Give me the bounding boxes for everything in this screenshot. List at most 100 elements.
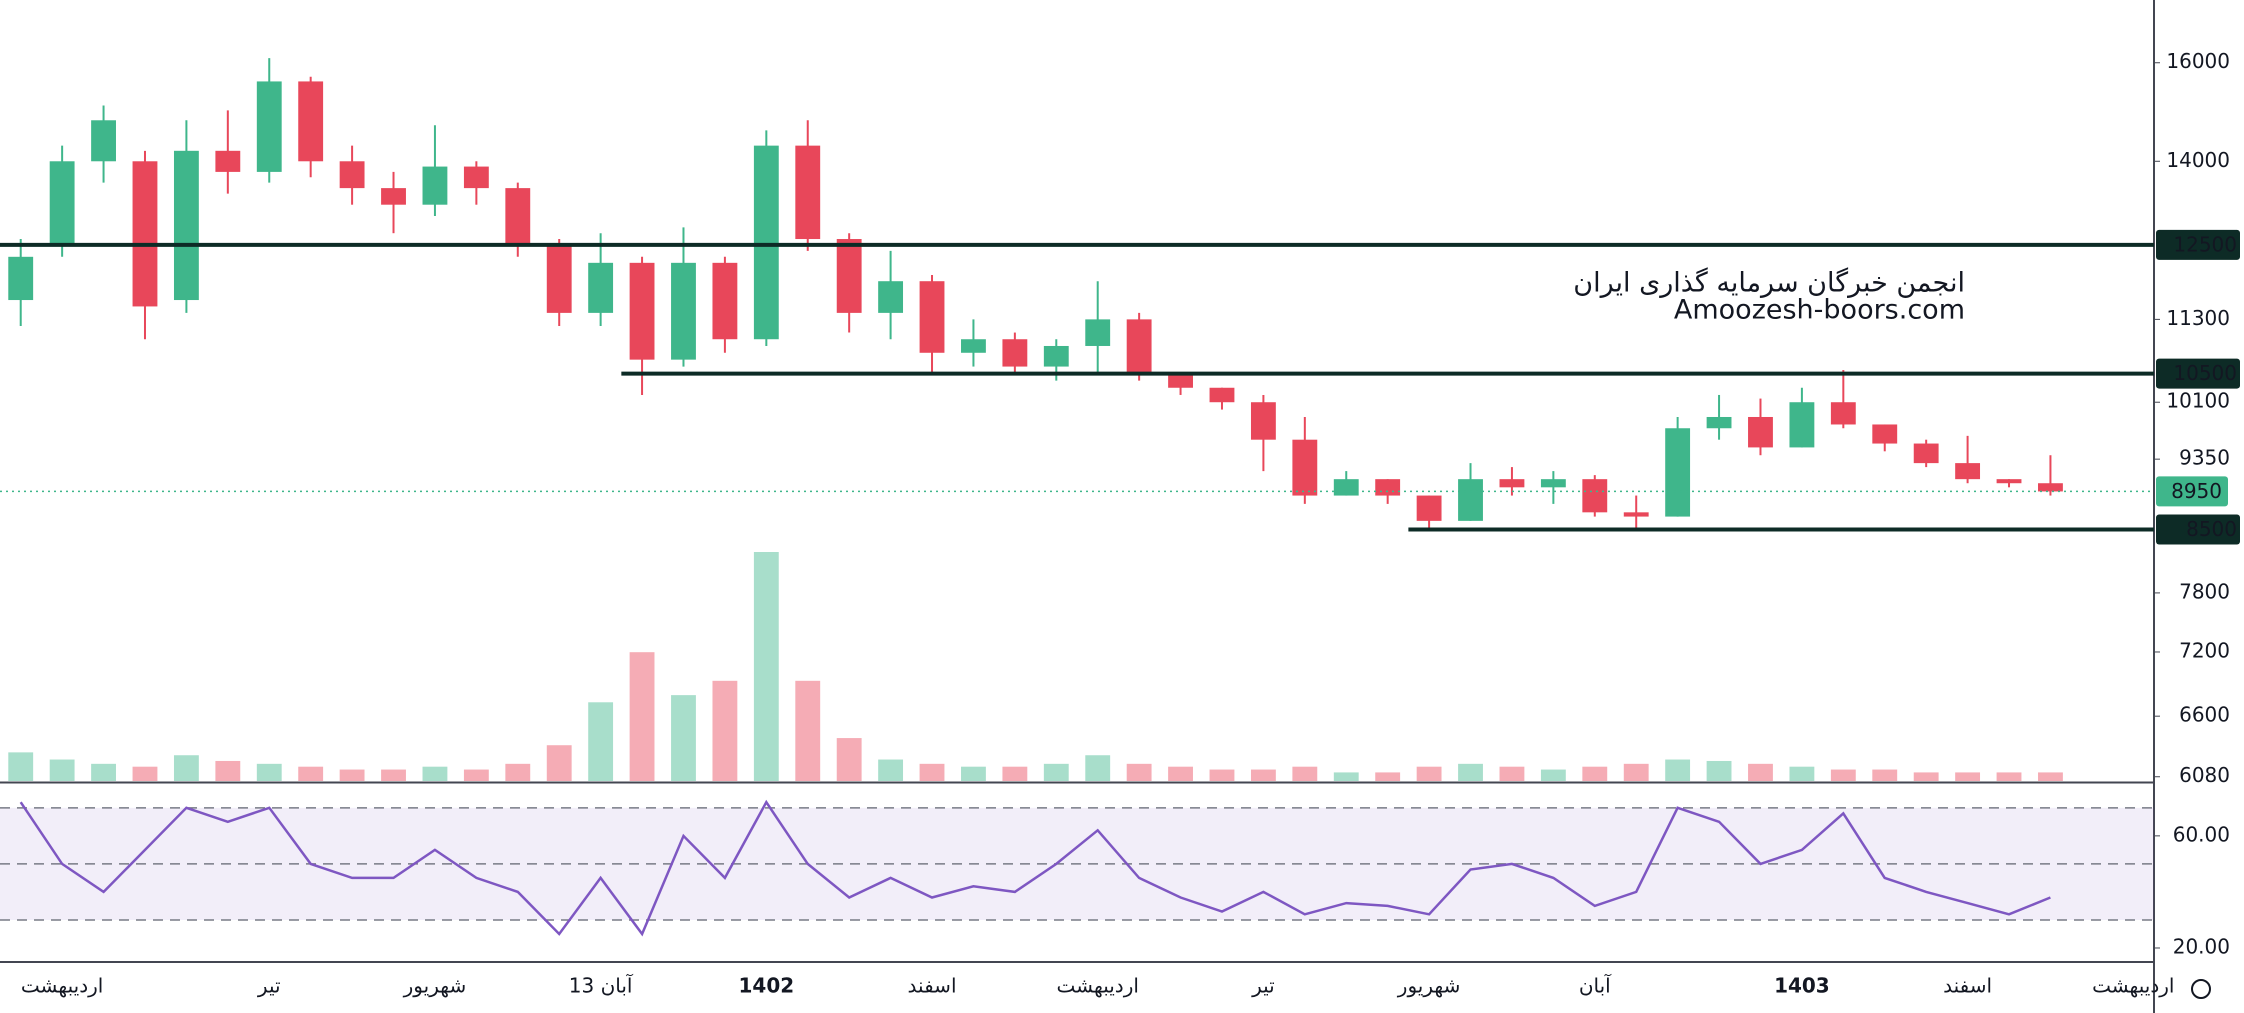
price-label: 10500 [2173, 361, 2237, 385]
volume-bar [1623, 763, 1649, 781]
volume-bar [629, 652, 655, 781]
candle-body [173, 150, 199, 301]
y-tick-label: 7800 [2179, 579, 2230, 603]
x-tick-label: اسفند [1943, 974, 1992, 998]
candle-body [1333, 479, 1359, 496]
candle-body [8, 256, 34, 301]
y-tick-label: 7200 [2179, 638, 2230, 662]
volume-bar [919, 763, 945, 781]
volume-bar [1872, 769, 1898, 781]
candle-body [629, 262, 655, 360]
x-tick-label: شهریور [1397, 974, 1461, 998]
volume-bar [878, 759, 904, 781]
x-tick-label: تیر [1251, 974, 1275, 998]
volume-bar [91, 763, 116, 781]
candle-body [1582, 479, 1608, 513]
volume-bar [1375, 772, 1401, 781]
y-tick-label: 20.00 [2173, 934, 2230, 958]
price-label-box [2156, 358, 2240, 389]
candle-body [795, 145, 821, 240]
watermark: Amoozesh-boors.com [1674, 295, 1965, 326]
x-tick-label: اردیبهشت [2092, 974, 2174, 998]
x-tick-label: تیر [257, 974, 281, 998]
candle-body [1168, 373, 1193, 388]
candle-body [1085, 319, 1111, 346]
volume-bar [173, 755, 199, 781]
candle-body [1002, 339, 1028, 367]
y-tick-label: 11300 [2166, 306, 2230, 330]
volume-bar [1996, 772, 2022, 781]
volume-bar [671, 695, 696, 781]
volume-bar [298, 766, 324, 781]
candle-body [422, 166, 448, 205]
x-tick-label: 1403 [1774, 974, 1830, 998]
candle-body [298, 81, 324, 162]
candle-body [712, 262, 738, 340]
volume-bar [1002, 766, 1028, 781]
volume-bar [132, 766, 158, 781]
rsi-line [19, 799, 2051, 937]
candle-body [381, 188, 406, 205]
price-label-box [2156, 514, 2240, 545]
volume-bar [1582, 766, 1608, 781]
volume-bar [753, 552, 779, 781]
volume-bar [588, 702, 614, 781]
candle-body [339, 161, 365, 189]
volume-bar [1250, 769, 1276, 781]
candle-body [1209, 387, 1235, 403]
volume-bar [1499, 766, 1525, 781]
y-tick-label: 60.00 [2173, 822, 2230, 846]
volume-bar [1209, 769, 1235, 781]
price-label-box [2156, 229, 2240, 260]
watermark: انجمن خبرگان سرمایه گذاری ایران [1573, 267, 1965, 299]
x-tick-label: اردیبهشت [1057, 974, 1139, 998]
volume-bar [1830, 769, 1856, 781]
candle-body [2038, 483, 2063, 492]
x-tick-label: 1402 [738, 974, 794, 998]
volume-bar [961, 766, 986, 781]
candle-body [1540, 479, 1566, 488]
settings-icon[interactable] [2191, 979, 2211, 999]
volume-bar [381, 769, 406, 781]
y-tick-label: 6600 [2179, 703, 2230, 727]
volume-bar [505, 763, 531, 781]
volume-bar [1748, 763, 1773, 781]
candle-body [1458, 479, 1483, 521]
volume-bar [1458, 763, 1483, 781]
volume-bar [215, 760, 241, 781]
volume-bar [1333, 772, 1359, 781]
y-tick-label: 10100 [2166, 389, 2230, 413]
candle-body [961, 339, 986, 353]
x-tick-label: 13 آبان [569, 973, 634, 998]
y-tick-label: 6080 [2179, 763, 2230, 787]
volume-bar [1043, 763, 1069, 781]
volume-bar [1706, 760, 1732, 781]
candle-body [1043, 345, 1069, 367]
volume-bar [1540, 769, 1566, 781]
candle-body [1913, 443, 1939, 464]
candle-body [1872, 424, 1898, 444]
x-tick-label: آبان [1579, 973, 1612, 998]
candle-body [1623, 512, 1649, 517]
candle-body [1706, 416, 1732, 429]
candle-body [753, 145, 779, 340]
volume-bar [712, 680, 738, 781]
candle-body [215, 150, 241, 172]
candle-body [1789, 402, 1815, 448]
candle-body [1830, 402, 1856, 425]
candle-body [588, 262, 614, 313]
candle-body [919, 281, 945, 353]
candle-body [49, 161, 75, 245]
volume-bar [339, 769, 365, 781]
candle-body [878, 281, 904, 313]
last-price-box [2156, 476, 2228, 507]
volume-bar [1292, 766, 1318, 781]
price-label: 12500 [2173, 232, 2237, 256]
candle-body [463, 166, 489, 189]
y-tick-label: 14000 [2166, 148, 2230, 172]
candle-body [1250, 402, 1276, 440]
volume-bar [1665, 759, 1691, 781]
volume-bar [836, 738, 862, 781]
